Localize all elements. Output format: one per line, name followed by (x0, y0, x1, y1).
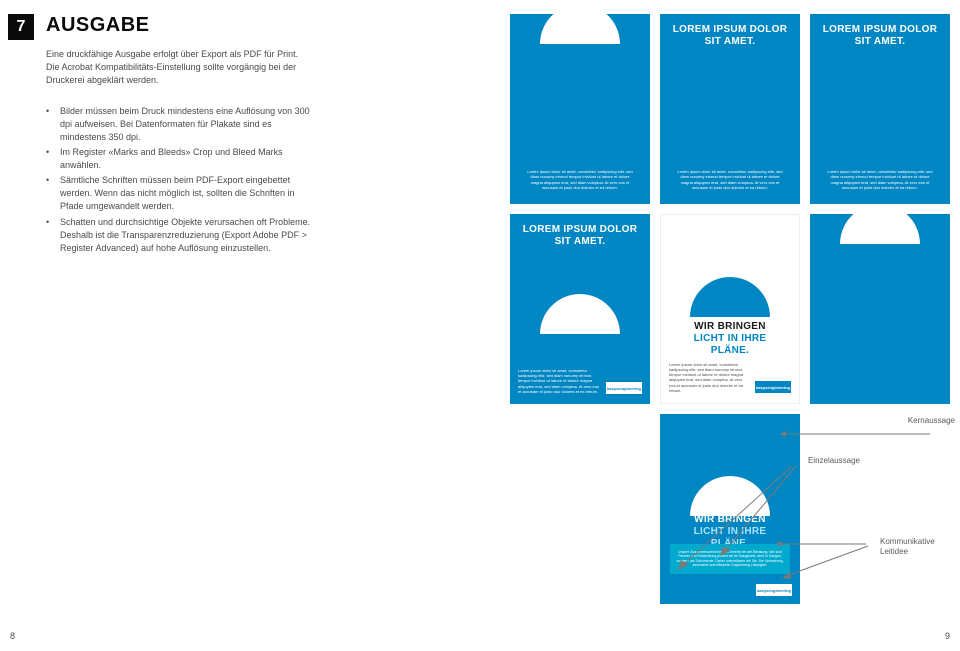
section-intro: Eine druckfähige Ausgabe erfolgt über Ex… (46, 48, 306, 87)
annotation-einzelaussage: Einzelaussage (790, 456, 860, 465)
poster-title: LOREM IPSUM DOLOR SIT AMET. (510, 224, 650, 248)
arrow-kernaussage (780, 424, 930, 442)
poster-thumbnail: LOREM IPSUM DOLOR SIT AMET. Lorem ipsum … (660, 14, 800, 204)
list-item: Im Register «Marks and Bleeds» Crop und … (46, 146, 316, 172)
poster-thumbnail: Lorem ipsum dolor sit amet, consetetur s… (510, 14, 650, 204)
logo-chip: basysengineering (756, 584, 792, 596)
poster-body: Lorem ipsum dolor sit amet, consetetur s… (518, 368, 600, 394)
lamp-icon (840, 214, 920, 244)
poster-body: Lorem ipsum dolor sit amet, consetetur s… (510, 169, 650, 190)
logo-chip: basysengineering (606, 382, 642, 394)
logo-chip: basysengineering (755, 381, 791, 393)
lamp-icon (690, 277, 770, 317)
annotation-leitidee: Kommunikative Leitidee (880, 537, 955, 556)
page-number-right: 9 (945, 631, 950, 641)
section-header: 7 AUSGABE (8, 14, 450, 40)
lamp-icon (540, 14, 620, 44)
poster-thumbnail: LOREM IPSUM DOLOR SIT AMET. Lorem ipsum … (510, 214, 650, 404)
poster-thumbnail (810, 214, 950, 404)
section-title: AUSGABE (46, 14, 150, 37)
list-item: Sämtliche Schriften müssen beim PDF-Expo… (46, 174, 316, 213)
poster-body: Lorem ipsum dolor sit amet, consetetur s… (660, 169, 800, 190)
left-page: 7 AUSGABE Eine druckfähige Ausgabe erfol… (0, 0, 480, 651)
poster-title: LOREM IPSUM DOLOR SIT AMET. (660, 24, 800, 48)
poster-title: WIR BRINGEN LICHT IN IHRE PLÄNE. (661, 321, 799, 357)
lamp-icon (540, 294, 620, 334)
section-number: 7 (17, 18, 26, 36)
right-page: Lorem ipsum dolor sit amet, consetetur s… (480, 0, 960, 651)
section-number-box: 7 (8, 14, 34, 40)
list-item: Schatten und durchsichtige Objekte verur… (46, 216, 316, 255)
bullet-list: Bilder müssen beim Druck mindestens eine… (46, 105, 316, 255)
arrow-leitidee-2 (782, 546, 868, 585)
poster-title: LOREM IPSUM DOLOR SIT AMET. (810, 24, 950, 48)
poster-thumbnail: WIR BRINGEN LICHT IN IHRE PLÄNE. Lorem i… (660, 214, 800, 404)
poster-footer: Lorem ipsum dolor sit amet, consetetur s… (510, 368, 650, 394)
page-number-left: 8 (10, 631, 15, 641)
poster-body: Lorem ipsum dolor sit amet, consetetur s… (810, 169, 950, 190)
poster-footer: Lorem ipsum dolor sit amet, consetetur s… (661, 362, 799, 393)
list-item: Bilder müssen beim Druck mindestens eine… (46, 105, 316, 144)
poster-thumbnail: LOREM IPSUM DOLOR SIT AMET. Lorem ipsum … (810, 14, 950, 204)
poster-body: Lorem ipsum dolor sit amet, consetetur s… (669, 362, 749, 393)
